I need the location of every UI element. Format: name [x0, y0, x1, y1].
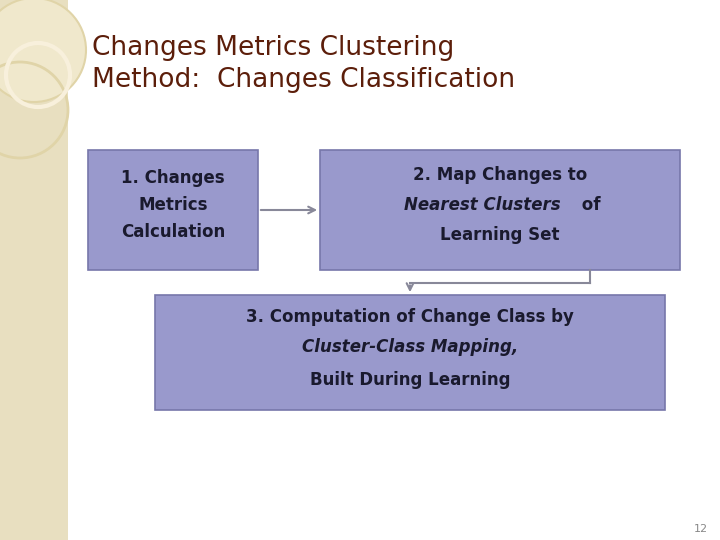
Bar [0, 0, 68, 540]
Text: Cluster-Class Mapping,: Cluster-Class Mapping, [302, 338, 518, 356]
FancyBboxPatch shape [155, 295, 665, 410]
Text: Method:  Changes Classification: Method: Changes Classification [92, 67, 515, 93]
Text: Learning Set: Learning Set [440, 226, 559, 244]
Text: Changes Metrics Clustering: Changes Metrics Clustering [92, 35, 454, 61]
Text: 2. Map Changes to: 2. Map Changes to [413, 166, 587, 184]
FancyBboxPatch shape [320, 150, 680, 270]
Text: 3. Computation of Change Class by: 3. Computation of Change Class by [246, 308, 574, 326]
FancyBboxPatch shape [88, 150, 258, 270]
Text: Metrics: Metrics [138, 196, 208, 214]
Text: of: of [576, 196, 600, 214]
Text: 1. Changes: 1. Changes [121, 169, 225, 187]
Text: Calculation: Calculation [121, 223, 225, 241]
Text: Nearest Clusters: Nearest Clusters [404, 196, 560, 214]
Text: Built During Learning: Built During Learning [310, 371, 510, 389]
Circle shape [0, 0, 86, 102]
Text: 12: 12 [694, 524, 708, 534]
